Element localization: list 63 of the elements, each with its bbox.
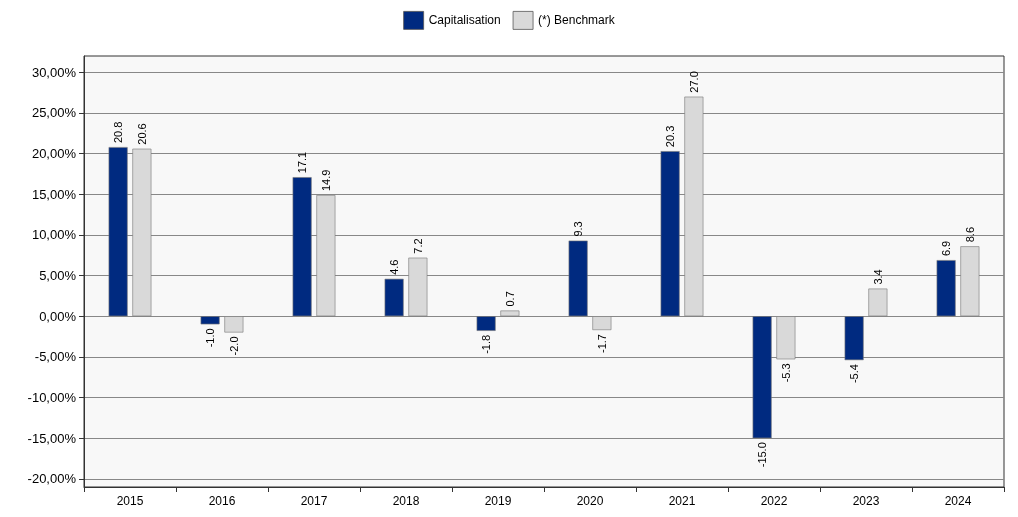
- y-tick-label: 25,00%: [31, 105, 77, 121]
- data-label: 8.6: [963, 226, 976, 243]
- data-label: 27.0: [687, 71, 700, 93]
- x-tick-label: 2016: [208, 494, 236, 508]
- bar: [868, 288, 888, 317]
- data-label: 20.8: [112, 121, 125, 144]
- y-tick-label: 0,00%: [39, 308, 77, 324]
- bar: [316, 195, 336, 317]
- y-tick-label: 20,00%: [31, 146, 77, 162]
- bar: [200, 316, 220, 325]
- bar: [844, 316, 864, 361]
- bar: [592, 316, 612, 331]
- data-label: 9.3: [572, 221, 585, 237]
- x-tick-label: 2024: [944, 494, 972, 508]
- x-tick-label: 2018: [392, 494, 420, 508]
- data-label: -1.7: [595, 334, 608, 354]
- bar: [752, 316, 772, 439]
- y-tick-label: 10,00%: [31, 227, 77, 243]
- data-label: -2.0: [227, 336, 240, 356]
- data-label: -5.4: [848, 364, 861, 384]
- y-tick-label: -5,00%: [34, 349, 77, 365]
- bar: [292, 177, 312, 317]
- data-label: 0.7: [503, 291, 516, 307]
- y-tick-label: -15,00%: [27, 430, 77, 446]
- data-label: 14.9: [319, 169, 332, 192]
- data-label: -15.0: [756, 442, 769, 468]
- bar: [500, 310, 520, 317]
- x-tick-label: 2020: [576, 494, 604, 508]
- y-tick-label: -20,00%: [27, 471, 77, 487]
- data-label: -5.3: [779, 363, 792, 383]
- data-label: -1.8: [480, 334, 493, 354]
- y-tick-label: 30,00%: [31, 64, 77, 80]
- data-label: 17.1: [296, 151, 309, 174]
- bar: [684, 96, 704, 317]
- bar: [476, 316, 496, 331]
- x-tick-label: 2022: [760, 494, 788, 508]
- bar: [936, 260, 956, 317]
- data-label: 7.2: [411, 238, 424, 254]
- x-tick-label: 2019: [484, 494, 512, 508]
- legend-label: (*) Benchmark: [538, 13, 616, 28]
- x-tick-label: 2023: [852, 494, 880, 508]
- bar: [384, 278, 404, 317]
- x-tick-label: 2021: [668, 494, 696, 508]
- bar: [224, 316, 244, 333]
- bar: [132, 148, 152, 317]
- bar: [660, 151, 680, 317]
- legend-label: Capitalisation: [428, 13, 501, 28]
- bar: [568, 240, 588, 317]
- y-tick-label: -10,00%: [27, 390, 77, 406]
- y-tick-label: 5,00%: [39, 268, 77, 284]
- data-label: 20.6: [135, 123, 148, 145]
- x-tick-label: 2015: [116, 494, 144, 508]
- x-tick-label: 2017: [300, 494, 328, 508]
- bar: [108, 147, 128, 317]
- bar: [776, 316, 796, 360]
- bar: [408, 257, 428, 317]
- data-label: 3.4: [871, 269, 884, 285]
- bar: [960, 246, 980, 317]
- data-label: 6.9: [940, 240, 953, 257]
- y-tick-label: 15,00%: [31, 186, 77, 202]
- data-label: -1.0: [204, 328, 217, 348]
- data-label: 20.3: [664, 125, 677, 148]
- data-label: 4.6: [388, 259, 401, 275]
